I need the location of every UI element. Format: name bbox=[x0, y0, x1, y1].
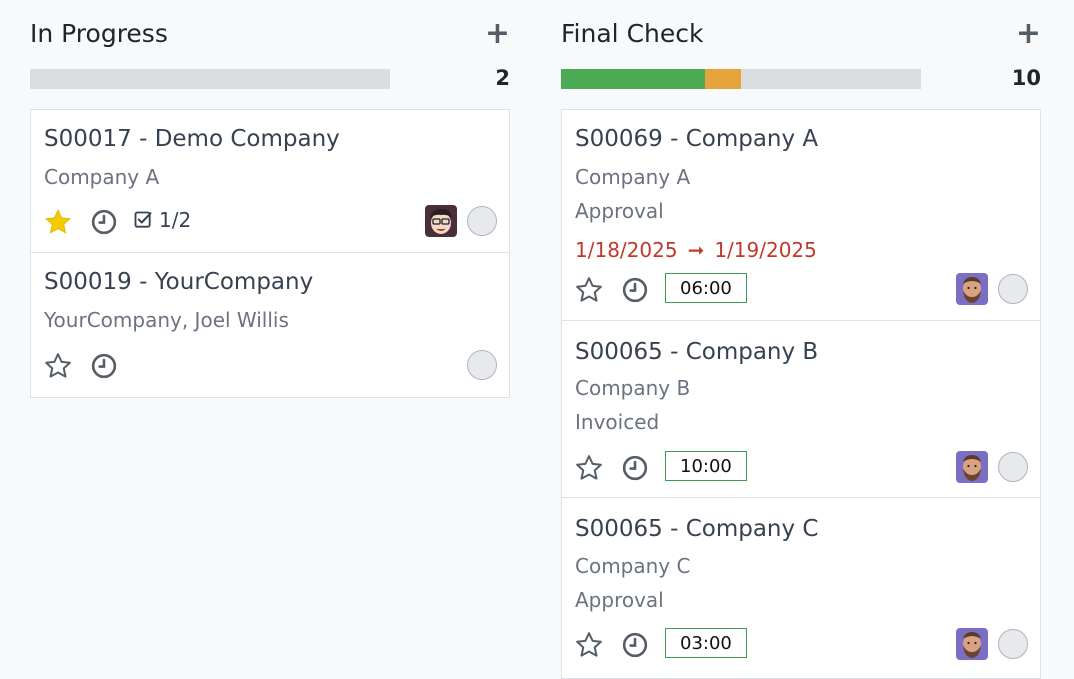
status-indicator[interactable] bbox=[998, 274, 1028, 304]
star-outline-icon[interactable] bbox=[574, 275, 604, 305]
card-customer: Company A bbox=[44, 165, 160, 189]
card-title: S00065 - Company B bbox=[575, 339, 819, 365]
checklist-count: 1/2 bbox=[159, 208, 192, 232]
card-footer: 10:00 bbox=[574, 451, 1028, 485]
star-filled-icon[interactable] bbox=[43, 207, 73, 237]
card-stage-tag: Invoiced bbox=[575, 410, 660, 434]
card-footer bbox=[43, 349, 497, 383]
card-footer: 1/2 bbox=[43, 205, 497, 239]
star-outline-icon[interactable] bbox=[574, 630, 604, 660]
add-card-button[interactable]: + bbox=[484, 16, 510, 51]
clock-icon[interactable] bbox=[622, 632, 648, 658]
star-outline-icon[interactable] bbox=[43, 351, 73, 381]
status-indicator[interactable] bbox=[467, 350, 497, 380]
column-count: 10 bbox=[1011, 66, 1041, 90]
card-customer: YourCompany, Joel Willis bbox=[44, 308, 289, 332]
status-indicator[interactable] bbox=[998, 452, 1028, 482]
card-title: S00069 - Company A bbox=[575, 126, 819, 152]
card-stage-tag: Approval bbox=[575, 199, 664, 223]
clock-icon[interactable] bbox=[91, 353, 117, 379]
column-title: Final Check bbox=[561, 19, 704, 48]
card-customer: Company B bbox=[575, 376, 691, 400]
checkbox-icon bbox=[134, 211, 152, 228]
progress-segment-orange[interactable] bbox=[705, 69, 741, 89]
checklist-progress[interactable]: 1/2 bbox=[133, 208, 191, 232]
kanban-card[interactable]: S00065 - Company B Company B Invoiced 10… bbox=[562, 321, 1040, 498]
date-end: 1/19/2025 bbox=[714, 238, 817, 262]
kanban-column-final-check: Final Check + 10 S00069 - Company A Comp… bbox=[561, 0, 1041, 679]
time-badge: 03:00 bbox=[665, 628, 747, 658]
card-footer: 06:00 bbox=[574, 273, 1028, 307]
card-title: S00017 - Demo Company bbox=[44, 126, 340, 152]
user-avatar-glasses-icon[interactable] bbox=[425, 205, 457, 237]
kanban-card[interactable]: S00069 - Company A Company A Approval 1/… bbox=[562, 110, 1040, 321]
arrow-right-icon: ➞ bbox=[687, 238, 705, 262]
time-badge: 10:00 bbox=[665, 451, 747, 481]
time-badge: 06:00 bbox=[665, 273, 747, 303]
card-list: S00069 - Company A Company A Approval 1/… bbox=[561, 109, 1041, 679]
card-customer: Company C bbox=[575, 554, 691, 578]
clock-icon[interactable] bbox=[622, 277, 648, 303]
kanban-card[interactable]: S00017 - Demo Company Company A 1/2 bbox=[31, 110, 509, 253]
kanban-card[interactable]: S00019 - YourCompany YourCompany, Joel W… bbox=[31, 253, 509, 397]
card-footer: 03:00 bbox=[574, 628, 1028, 662]
add-card-button[interactable]: + bbox=[1015, 16, 1041, 51]
clock-icon[interactable] bbox=[622, 455, 648, 481]
status-indicator[interactable] bbox=[998, 629, 1028, 659]
card-title: S00019 - YourCompany bbox=[44, 269, 314, 295]
kanban-card[interactable]: S00065 - Company C Company C Approval 03… bbox=[562, 498, 1040, 678]
progress-segment-green[interactable] bbox=[561, 69, 705, 89]
card-customer: Company A bbox=[575, 165, 691, 189]
user-avatar-beard-icon[interactable] bbox=[956, 451, 988, 483]
clock-icon[interactable] bbox=[91, 209, 117, 235]
column-progress-bar[interactable] bbox=[561, 69, 921, 89]
card-title: S00065 - Company C bbox=[575, 516, 819, 542]
card-list: S00017 - Demo Company Company A 1/2 bbox=[30, 109, 510, 398]
kanban-column-in-progress: In Progress + 2 S00017 - Demo Company Co… bbox=[30, 0, 510, 398]
date-start: 1/18/2025 bbox=[575, 238, 678, 262]
column-progress-bar[interactable] bbox=[30, 69, 390, 89]
card-date-range: 1/18/2025 ➞ 1/19/2025 bbox=[575, 238, 817, 262]
column-header: Final Check + 10 bbox=[561, 0, 1041, 90]
card-stage-tag: Approval bbox=[575, 588, 664, 612]
user-avatar-beard-icon[interactable] bbox=[956, 628, 988, 660]
column-header: In Progress + 2 bbox=[30, 0, 510, 90]
user-avatar-beard-icon[interactable] bbox=[956, 273, 988, 305]
column-title: In Progress bbox=[30, 19, 168, 48]
column-count: 2 bbox=[495, 66, 510, 90]
star-outline-icon[interactable] bbox=[574, 453, 604, 483]
status-indicator[interactable] bbox=[467, 206, 497, 236]
